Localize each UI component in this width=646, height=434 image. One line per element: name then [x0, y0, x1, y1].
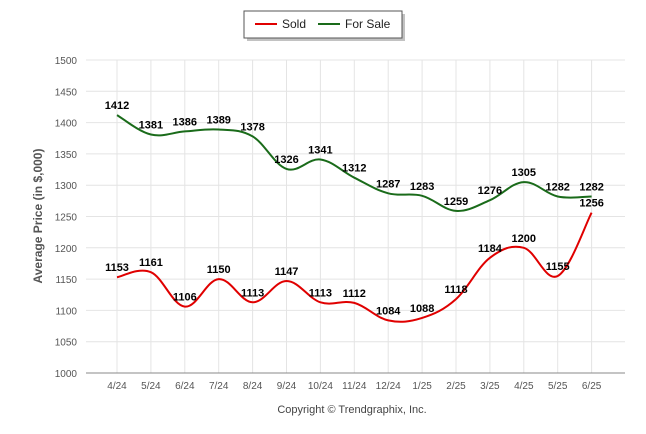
y-tick-label-1450: 1450: [55, 87, 78, 98]
x-tick-label-3: 7/24: [209, 381, 229, 392]
data-label-for-sale-14: 1282: [579, 181, 603, 193]
data-label-sold-2: 1106: [173, 292, 197, 304]
y-tick-label-1350: 1350: [55, 150, 78, 161]
y-tick-label-1500: 1500: [55, 56, 78, 67]
data-label-for-sale-4: 1378: [240, 121, 264, 133]
x-tick-labels: 4/24 5/24 6/24 7/24 8/24 9/24 10/24 11/24 12/24 1…: [107, 381, 602, 392]
x-tick-label-12: 4/25: [514, 381, 534, 392]
y-tick-label-1300: 1300: [55, 181, 78, 192]
data-labels: 1153 1161 1106 1150 1113 1147 1113 1112 1084 1088…: [105, 100, 604, 317]
data-label-sold-14: 1256: [579, 198, 603, 210]
y-axis-label: Average Price (in $,000): [31, 149, 45, 284]
x-tick-label-7: 11/24: [342, 381, 367, 392]
y-tick-label-1000: 1000: [55, 369, 78, 380]
data-label-for-sale-9: 1283: [410, 181, 434, 193]
y-tick-labels: 1000 1050 1100 1150 1200 1250 1300 1350 1400 1450…: [55, 56, 78, 380]
series-lines: [116, 114, 593, 323]
data-label-sold-3: 1150: [207, 264, 231, 276]
x-tick-label-0: 4/24: [107, 381, 127, 392]
x-tick-label-11: 3/25: [480, 381, 500, 392]
y-tick-label-1400: 1400: [55, 119, 78, 130]
data-label-for-sale-3: 1389: [206, 114, 230, 126]
data-label-sold-9: 1088: [410, 303, 434, 315]
data-label-sold-5: 1147: [275, 266, 299, 278]
legend: Sold For Sale: [243, 10, 405, 41]
data-label-for-sale-2: 1386: [173, 116, 197, 128]
data-label-for-sale-0: 1412: [105, 100, 129, 112]
y-tick-label-1200: 1200: [55, 244, 78, 255]
x-tick-label-5: 9/24: [277, 381, 297, 392]
y-tick-label-1150: 1150: [55, 275, 77, 286]
x-tick-label-13: 5/25: [548, 381, 568, 392]
x-tick-label-1: 5/24: [141, 381, 161, 392]
x-tick-label-14: 6/25: [582, 381, 602, 392]
data-label-sold-10: 1118: [444, 284, 467, 296]
copyright-footer: Copyright © Trendgraphix, Inc.: [277, 404, 426, 416]
data-label-sold-13: 1155: [546, 261, 570, 273]
y-tick-label-1050: 1050: [55, 338, 78, 349]
gridlines: [86, 59, 625, 374]
x-tick-label-9: 1/25: [412, 381, 432, 392]
x-tick-label-10: 2/25: [446, 381, 466, 392]
data-label-sold-1: 1161: [139, 257, 163, 269]
data-label-sold-6: 1113: [309, 287, 332, 299]
data-label-for-sale-11: 1276: [478, 185, 502, 197]
legend-label-sold: Sold: [282, 17, 306, 31]
series-line-sold: [116, 212, 593, 323]
x-tick-label-8: 12/24: [376, 381, 401, 392]
data-label-sold-11: 1184: [478, 243, 503, 255]
data-label-sold-0: 1153: [105, 262, 129, 274]
data-label-for-sale-1: 1381: [139, 119, 163, 131]
data-label-for-sale-12: 1305: [512, 167, 536, 179]
data-label-for-sale-13: 1282: [545, 181, 569, 193]
data-label-for-sale-6: 1341: [308, 145, 332, 157]
data-label-for-sale-10: 1259: [444, 196, 468, 208]
data-label-for-sale-8: 1287: [376, 178, 400, 190]
data-label-sold-12: 1200: [512, 233, 536, 245]
y-tick-label-1100: 1100: [55, 306, 77, 317]
data-label-for-sale-7: 1312: [342, 163, 366, 175]
data-label-sold-8: 1084: [376, 305, 401, 317]
x-tick-label-2: 6/24: [175, 381, 195, 392]
series-line-for-sale: [116, 114, 592, 212]
data-label-sold-4: 1113: [241, 287, 264, 299]
data-label-sold-7: 1112: [343, 288, 366, 300]
legend-label-for-sale: For Sale: [345, 17, 391, 31]
y-tick-label-1250: 1250: [55, 213, 78, 224]
x-tick-label-4: 8/24: [243, 381, 263, 392]
data-label-for-sale-5: 1326: [274, 154, 298, 166]
x-tick-label-6: 10/24: [308, 381, 333, 392]
